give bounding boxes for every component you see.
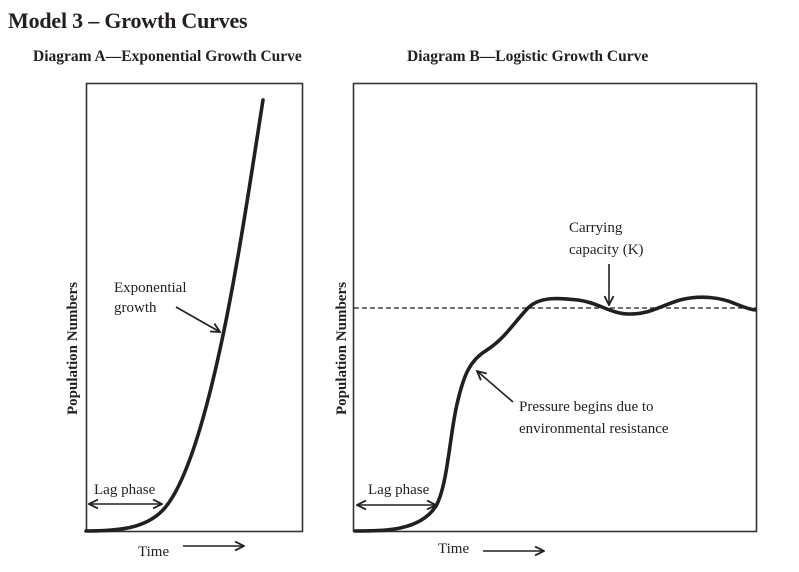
diagram-a: Lag phase Exponential growth Population … [65, 82, 304, 560]
diagram-b: Lag phase Carrying capacity (K) Pressure… [334, 82, 758, 557]
pressure-label-line1: Pressure begins due to [519, 399, 654, 415]
exponential-growth-arrow [175, 306, 220, 332]
x-axis-label-a: Time [138, 544, 169, 560]
y-axis-label-a: Population Numbers [65, 282, 81, 415]
exponential-curve [84, 98, 265, 533]
diagram-b-frame [352, 82, 758, 533]
lag-phase-label-b: Lag phase [368, 482, 430, 498]
pressure-label-line2: environmental resistance [519, 421, 669, 437]
lag-phase-label-a: Lag phase [94, 482, 156, 498]
y-axis-label-b: Population Numbers [334, 282, 350, 415]
diagram-b-heading: Diagram B—Logistic Growth Curve [407, 48, 649, 65]
carrying-capacity-label-line1: Carrying [569, 220, 623, 236]
page-title: Model 3 – Growth Curves [8, 8, 248, 33]
carrying-capacity-label-line2: capacity (K) [569, 242, 644, 258]
pressure-arrow [477, 371, 514, 403]
exponential-growth-label-line2: growth [114, 300, 157, 316]
logistic-curve [353, 295, 757, 533]
diagram-a-frame [85, 82, 304, 533]
diagram-a-heading: Diagram A—Exponential Growth Curve [33, 48, 302, 65]
exponential-growth-label-line1: Exponential [114, 280, 186, 296]
x-axis-label-b: Time [438, 541, 469, 557]
